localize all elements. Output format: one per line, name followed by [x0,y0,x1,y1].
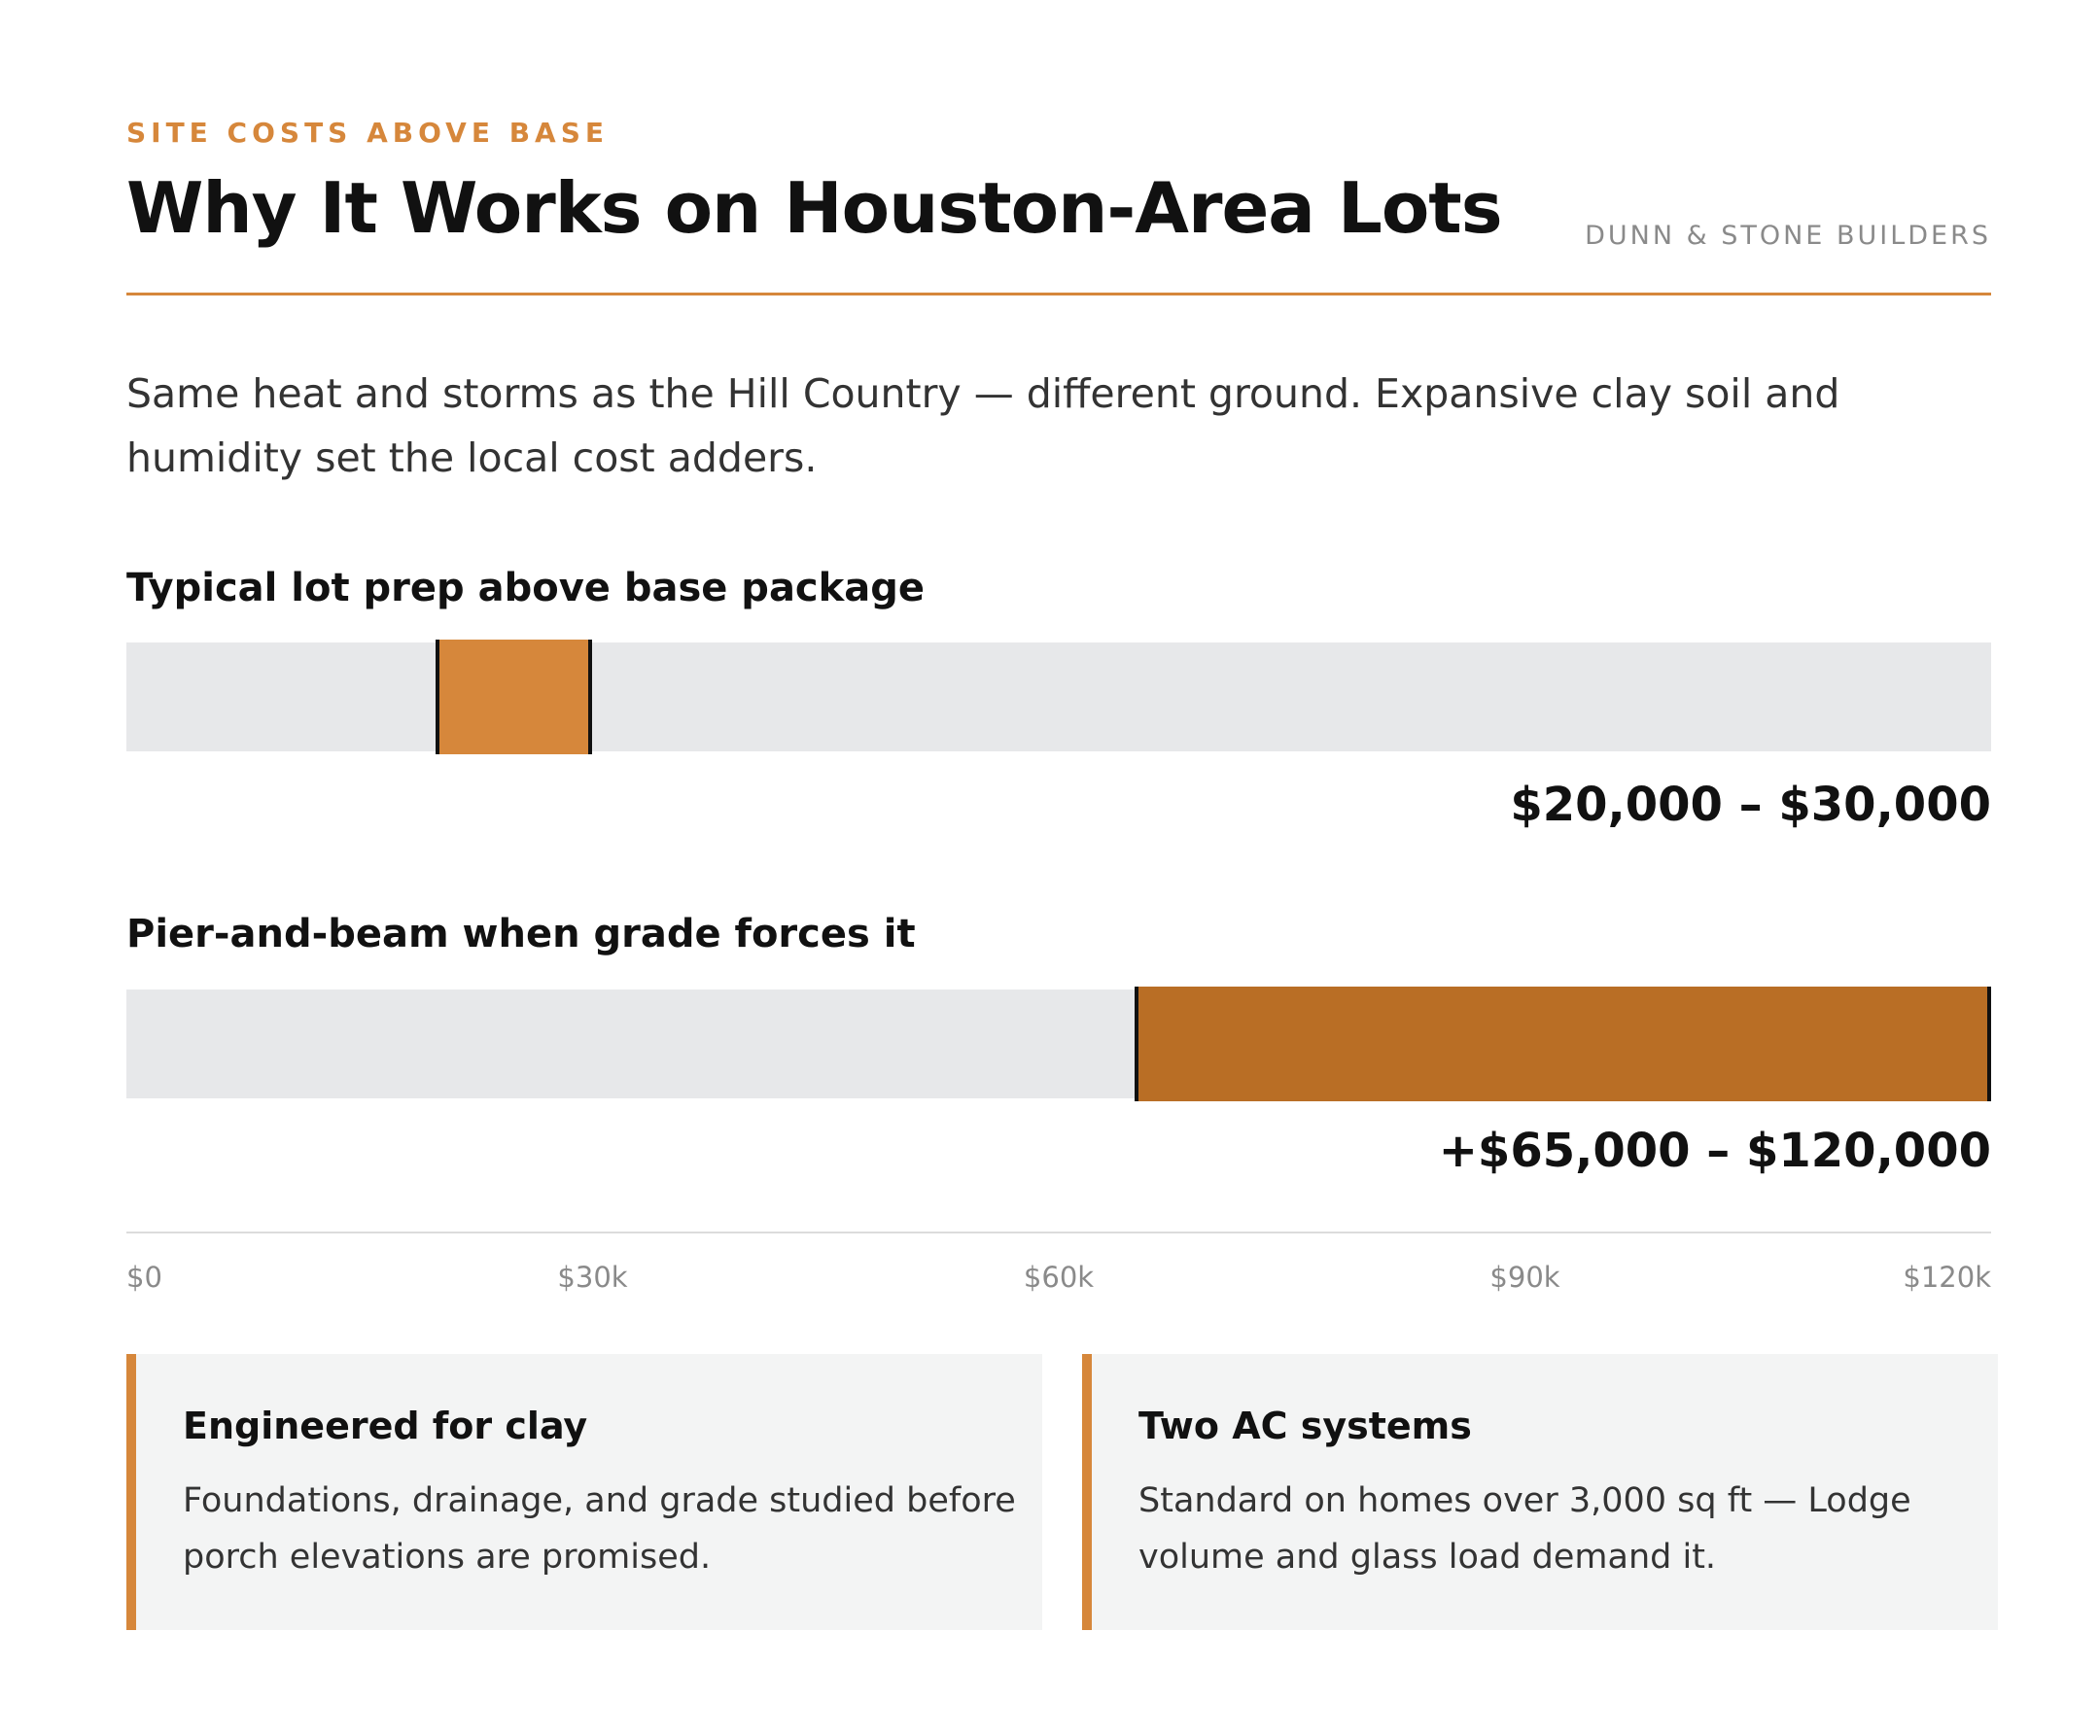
range-fill-lot-prep [435,640,593,754]
axis-tick-label: $60k [1023,1261,1095,1294]
axis-tick-label: $90k [1489,1261,1560,1294]
brand-name: DUNN & STONE BUILDERS [1585,221,1991,251]
bar-track-pier-and-beam [126,987,1991,1101]
card-title: Engineered for clay [183,1405,588,1447]
axis-tick-label: $30k [557,1261,628,1294]
header-divider [126,293,1991,295]
axis-line [126,1232,1991,1233]
bar-label-pier-and-beam: Pier-and-beam when grade forces it [126,912,916,956]
axis-tick-label: $0 [126,1261,162,1294]
bar-label-lot-prep: Typical lot prep above base package [126,566,925,610]
eyebrow-label: SITE COSTS ABOVE BASE [126,117,610,149]
card-two-ac-systems: Two AC systems Standard on homes over 3,… [1082,1354,1998,1630]
intro-paragraph: Same heat and storms as the Hill Country… [126,370,1840,481]
card-title: Two AC systems [1138,1405,1472,1447]
axis-tick-label: $120k [1903,1261,1991,1294]
bar-track-lot-prep [126,640,1991,754]
card-body: Standard on homes over 3,000 sq ft — Lod… [1138,1481,1911,1577]
range-fill-pier-and-beam [1134,987,1991,1101]
card-body: Foundations, drainage, and grade studied… [183,1481,1016,1577]
range-value-pier-and-beam: +$65,000 – $120,000 [1438,1124,1991,1178]
range-value-lot-prep: $20,000 – $30,000 [1510,778,1991,832]
page-title: Why It Works on Houston-Area Lots [126,167,1503,249]
card-engineered-for-clay: Engineered for clay Foundations, drainag… [126,1354,1042,1630]
